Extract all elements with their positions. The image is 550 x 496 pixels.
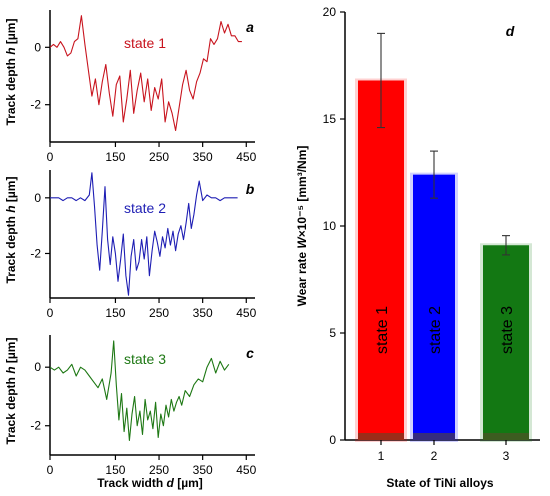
panel-d-bar-chart: 0 5 10 15 20 state 1 1 state 2 2 state 3 3 d State o…	[295, 5, 540, 490]
x-tick-label: 350	[193, 150, 213, 164]
panel-letter: c	[246, 345, 254, 361]
y-axis-label: Track depth h [µm]	[4, 19, 18, 126]
panel-letter: d	[506, 23, 515, 39]
series-label: state 2	[124, 200, 166, 216]
x-tick-label: 3	[503, 449, 510, 463]
series-line-state-3	[49, 340, 230, 441]
x-tick-label: 350	[193, 463, 213, 477]
panel-letter: b	[246, 181, 255, 197]
y-axis-label-part: [µm]	[4, 177, 18, 206]
y-axis-label-part: [µm]	[4, 338, 18, 367]
bar-state-2	[413, 174, 455, 440]
x-axis-label: Track width d [µm]	[97, 476, 203, 490]
x-tick-label: 150	[105, 150, 125, 164]
y-tick-label: 15	[323, 112, 337, 126]
y-tick-label: -2	[30, 98, 41, 112]
y-tick-label: 0	[329, 433, 336, 447]
bar-base	[358, 433, 404, 440]
y-axis-label-part: Track depth	[4, 374, 18, 445]
x-tick-label: 0	[47, 306, 54, 320]
series-label: state 1	[124, 35, 166, 51]
y-axis-label-part: h	[4, 366, 18, 373]
x-tick-label: 0	[47, 463, 54, 477]
x-tick-label: 350	[193, 306, 213, 320]
y-axis-label-part: h	[4, 47, 18, 54]
x-axis-label: State of TiNi alloys	[386, 476, 493, 490]
x-tick-label: 150	[105, 306, 125, 320]
series-line-state-1	[49, 15, 242, 132]
x-tick-label: 0	[47, 150, 54, 164]
y-axis-label: Track depth h [µm]	[4, 177, 18, 284]
y-axis-label-part: W	[295, 236, 309, 249]
y-tick-label: 0	[34, 360, 41, 374]
x-axis-label-part: Track width	[97, 476, 166, 490]
y-tick-label: 5	[329, 326, 336, 340]
x-axis-label-part: [µm]	[174, 476, 203, 490]
series-line-state-2	[50, 172, 238, 296]
y-axis-label-part: [µm]	[4, 19, 18, 48]
series-label: state 3	[124, 351, 166, 367]
y-axis-label-part: Track depth	[4, 213, 18, 284]
x-tick-label: 2	[431, 449, 438, 463]
y-tick-label: -2	[30, 419, 41, 433]
x-tick-label: 250	[149, 150, 169, 164]
y-axis-label-part: h	[4, 205, 18, 212]
panel-c-line-chart: 0 -2 0 150 250 350 450 state 3 c Track depth h [µ…	[4, 335, 257, 490]
bar-state-1	[358, 80, 404, 440]
x-tick-label: 250	[149, 463, 169, 477]
bar-label: state 1	[374, 306, 391, 354]
y-axis-label-part: Wear rate	[295, 249, 309, 307]
y-axis-label-part: Track depth	[4, 55, 18, 126]
bar-base	[413, 433, 455, 440]
bar-base	[483, 433, 529, 440]
bar-label: state 2	[427, 306, 444, 354]
panel-a-line-chart: 0 -2 0 150 250 350 450 state 1 a Track depth h [µ…	[4, 10, 257, 164]
y-tick-label: -2	[30, 246, 41, 260]
panel-b-line-chart: 0 -2 0 150 250 350 450 state 2 b Track depth h [µ…	[4, 170, 257, 320]
x-tick-label: 450	[236, 463, 256, 477]
bar-label: state 3	[499, 306, 516, 354]
y-tick-label: 10	[323, 219, 337, 233]
y-tick-label: 20	[323, 5, 337, 19]
x-tick-label: 450	[236, 150, 256, 164]
x-tick-label: 150	[105, 463, 125, 477]
panel-letter: a	[246, 19, 254, 35]
x-tick-label: 1	[378, 449, 385, 463]
y-axis-label-part: ×10⁻⁵ [mm³/Nm]	[295, 146, 309, 238]
y-tick-label: 0	[34, 191, 41, 205]
x-tick-label: 450	[236, 306, 256, 320]
y-tick-label: 0	[34, 40, 41, 54]
x-tick-label: 250	[149, 306, 169, 320]
y-axis-label: Track depth h [µm]	[4, 338, 18, 445]
x-axis-label-part: d	[167, 476, 175, 490]
bar-state-3	[483, 245, 529, 440]
y-axis-label: Wear rate W×10⁻⁵ [mm³/Nm]	[295, 146, 309, 307]
